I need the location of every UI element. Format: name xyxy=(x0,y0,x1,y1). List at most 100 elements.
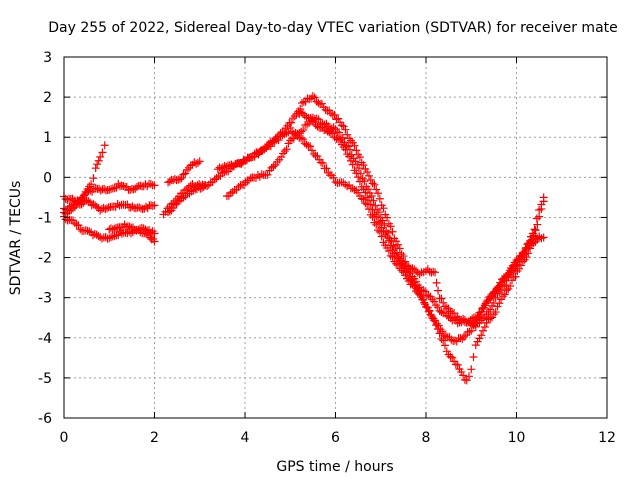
data-point xyxy=(410,265,419,274)
data-point xyxy=(250,149,259,158)
data-point xyxy=(355,153,364,162)
data-point xyxy=(105,234,114,243)
data-point xyxy=(213,165,222,174)
data-point xyxy=(128,202,137,211)
data-point xyxy=(84,197,93,206)
x-tick-label: 6 xyxy=(331,430,340,446)
data-point xyxy=(393,254,402,263)
data-point xyxy=(270,137,279,146)
data-point xyxy=(401,261,410,270)
data-point xyxy=(520,247,529,256)
data-point xyxy=(96,152,105,161)
data-point xyxy=(328,129,337,138)
data-point xyxy=(489,288,498,297)
data-point xyxy=(274,136,283,145)
data-point xyxy=(371,201,380,210)
data-point xyxy=(277,153,286,162)
data-point xyxy=(341,145,350,154)
data-point xyxy=(136,228,145,237)
data-point xyxy=(164,208,173,217)
data-point xyxy=(374,217,383,226)
data-point xyxy=(313,122,322,131)
x-tick-label: 12 xyxy=(598,430,616,446)
data-point xyxy=(477,331,486,340)
data-point xyxy=(456,334,465,343)
data-point xyxy=(303,120,312,129)
data-point xyxy=(105,185,114,194)
data-point xyxy=(119,182,128,191)
data-point xyxy=(535,212,544,221)
data-point xyxy=(354,173,363,182)
data-point xyxy=(288,114,297,123)
data-point xyxy=(293,132,302,141)
data-point xyxy=(91,164,100,173)
data-point xyxy=(179,170,188,179)
data-point xyxy=(465,327,474,336)
data-point xyxy=(437,294,446,303)
data-point xyxy=(112,183,121,192)
data-point xyxy=(469,313,478,322)
data-point xyxy=(135,203,144,212)
data-point xyxy=(413,288,422,297)
data-point xyxy=(363,167,372,176)
data-point xyxy=(457,367,466,376)
data-point xyxy=(325,128,334,137)
data-point xyxy=(132,183,141,192)
data-point xyxy=(375,219,384,228)
data-point xyxy=(482,318,491,327)
data-point xyxy=(415,270,424,279)
data-point xyxy=(298,109,307,118)
data-point xyxy=(195,157,204,166)
data-point xyxy=(366,175,375,184)
data-point xyxy=(263,170,272,179)
data-point xyxy=(181,169,190,178)
data-point xyxy=(332,134,341,143)
data-point xyxy=(375,194,384,203)
data-point xyxy=(539,197,548,206)
data-point xyxy=(517,261,526,270)
data-point xyxy=(370,180,379,189)
data-point xyxy=(352,146,361,155)
data-point xyxy=(286,123,295,132)
data-point xyxy=(307,116,316,125)
data-point xyxy=(410,282,419,291)
data-point xyxy=(460,332,469,341)
data-point xyxy=(306,142,315,151)
data-point xyxy=(518,248,527,257)
data-point xyxy=(498,277,507,286)
y-tick-label: 3 xyxy=(43,50,52,66)
data-point xyxy=(392,252,401,261)
data-point xyxy=(278,131,287,140)
data-point xyxy=(339,122,348,131)
data-point xyxy=(533,234,542,243)
data-point xyxy=(329,173,338,182)
chart-title: Day 255 of 2022, Sidereal Day-to-day VTE… xyxy=(48,20,618,36)
data-point xyxy=(335,128,344,137)
data-point xyxy=(444,312,453,321)
data-point xyxy=(441,341,450,350)
data-point xyxy=(317,99,326,108)
data-point xyxy=(533,220,542,229)
data-point xyxy=(330,110,339,119)
data-point xyxy=(247,153,256,162)
data-point xyxy=(150,237,159,246)
data-point xyxy=(386,241,395,250)
data-point xyxy=(146,180,155,189)
series-track-d xyxy=(60,108,544,327)
data-point xyxy=(367,192,376,201)
data-point xyxy=(92,202,101,211)
data-point xyxy=(498,292,507,301)
data-point xyxy=(479,326,488,335)
data-point xyxy=(439,298,448,307)
data-point xyxy=(473,312,482,321)
data-point xyxy=(183,165,192,174)
data-point xyxy=(359,161,368,170)
data-point xyxy=(318,159,327,168)
data-point xyxy=(399,263,408,272)
x-tick-label: 4 xyxy=(241,430,250,446)
data-point xyxy=(372,212,381,221)
data-point xyxy=(527,235,536,244)
data-point xyxy=(537,204,546,213)
data-point xyxy=(424,292,433,301)
data-point xyxy=(100,184,109,193)
